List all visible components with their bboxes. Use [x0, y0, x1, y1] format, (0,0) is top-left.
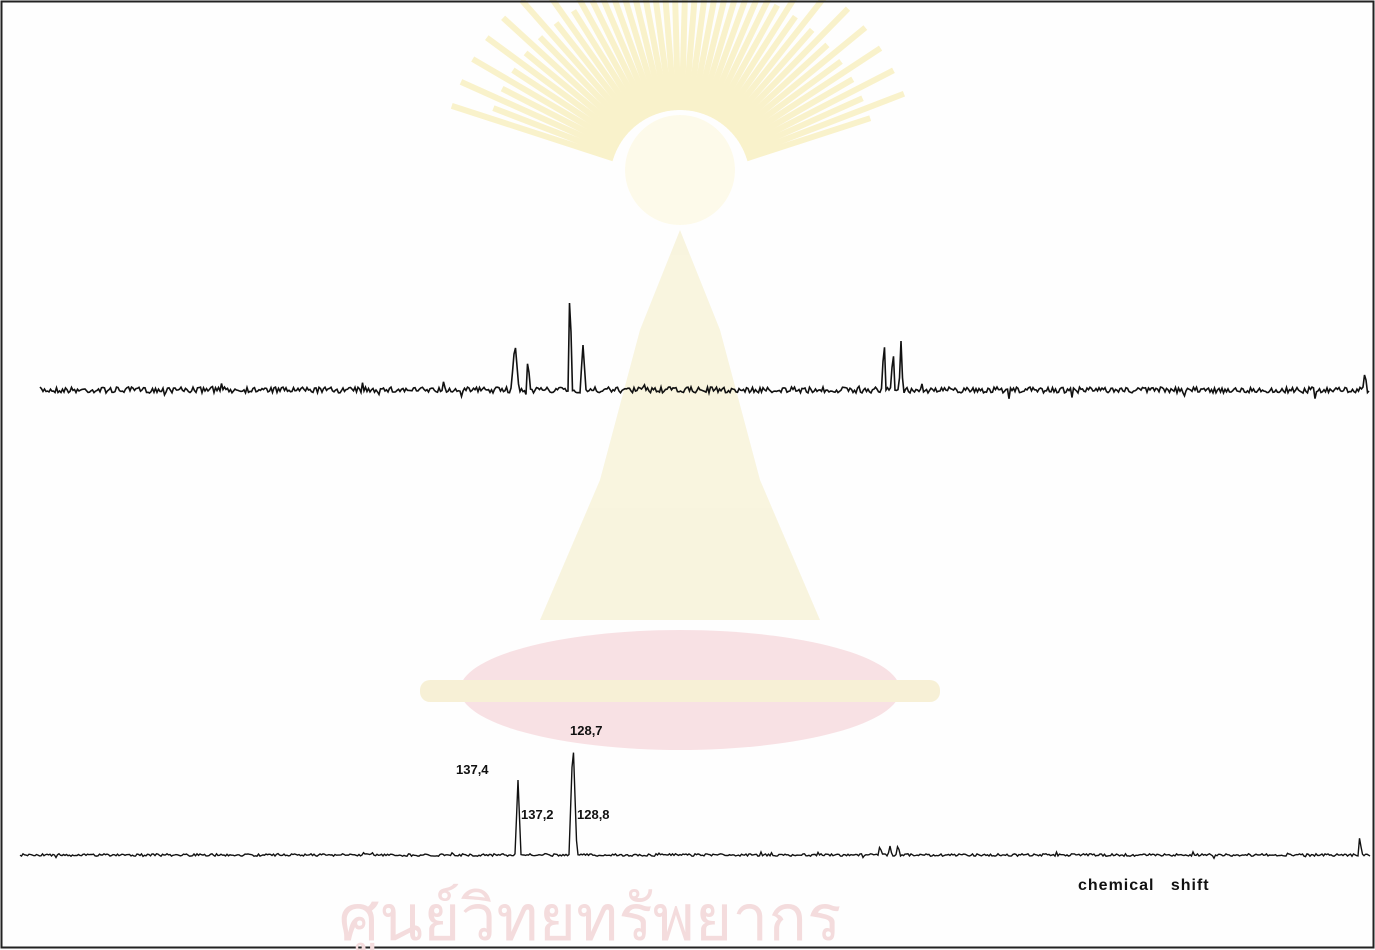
watermark-ray [450, 102, 615, 162]
watermark-ray [459, 79, 618, 155]
watermark-ray [642, 0, 670, 112]
watermark-ray [740, 67, 895, 151]
peak-label: 128,7 [570, 723, 603, 738]
watermark-ray [662, 0, 678, 111]
watermark-ray [576, 0, 649, 121]
watermark-ray [732, 25, 868, 138]
watermark-ray [611, 0, 659, 116]
watermark-ray [589, 0, 652, 119]
watermark-ray [721, 0, 826, 127]
spectrum-trace [19, 752, 1371, 860]
watermark-text: ศูนย์วิทยทรัพยากร [339, 882, 842, 950]
watermark-ray [600, 0, 656, 117]
watermark-ray [501, 15, 631, 135]
watermark-ray [523, 50, 628, 138]
watermark-ray [729, 42, 830, 135]
watermark-ray [678, 0, 688, 111]
watermark-emblem [420, 0, 940, 750]
watermark-ray [736, 45, 883, 145]
watermark-ray [708, 0, 772, 119]
watermark-ray [622, 0, 663, 114]
watermark-ray [553, 21, 639, 127]
watermark-ray [726, 6, 851, 133]
watermark-ray [724, 27, 815, 130]
watermark-ray [500, 85, 620, 151]
watermark-ray [485, 35, 626, 141]
watermark-ray [570, 9, 646, 123]
watermark-ray [734, 58, 843, 141]
watermark-ray [471, 56, 622, 148]
watermark-ray [744, 90, 906, 158]
peak-label: 128,8 [577, 807, 610, 822]
watermark-ray [745, 115, 872, 162]
watermark-ray [652, 0, 674, 112]
watermark-ray [549, 0, 643, 125]
peak-label: 137,4 [456, 762, 489, 777]
watermark-ray [686, 0, 708, 112]
watermark-ray [711, 3, 780, 121]
watermark-ray [693, 0, 728, 113]
watermark-ray [672, 0, 682, 111]
watermark-ray [519, 0, 636, 130]
watermark-ray [717, 14, 798, 125]
watermark-ray [704, 0, 760, 117]
spectrum-trace [39, 302, 1370, 400]
peak-label: 137,2 [521, 807, 554, 822]
axis-label: chemical shift [1078, 877, 1210, 894]
watermark-ray [511, 67, 624, 145]
watermark-ray [701, 0, 749, 116]
watermark-ray [537, 35, 634, 133]
watermark-ray [697, 0, 738, 114]
watermark-ray [738, 76, 855, 148]
watermark-ray [632, 0, 667, 113]
watermark-ray [492, 105, 616, 158]
watermark-ray [690, 0, 718, 112]
watermark-ray [742, 95, 864, 155]
